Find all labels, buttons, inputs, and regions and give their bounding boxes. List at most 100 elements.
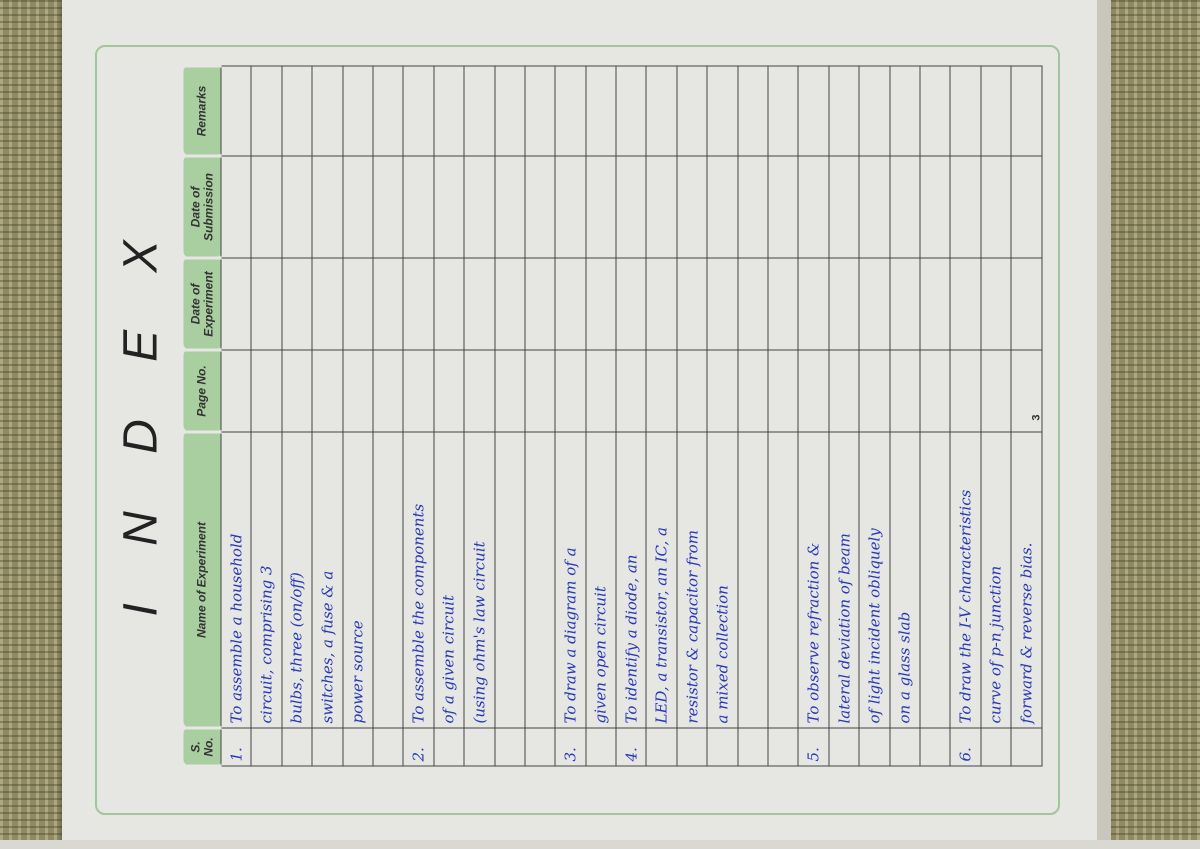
cell-sno: [342, 728, 373, 766]
cell-date-submission: [616, 156, 647, 258]
table-row: power source: [342, 66, 373, 766]
bottom-strip: [0, 840, 1200, 849]
cell-date-experiment: [798, 258, 829, 350]
cell-date-submission: [312, 156, 343, 258]
cell-date-submission: [889, 156, 920, 258]
cell-experiment-name: To identify a diode, an: [616, 432, 647, 728]
cell-date-experiment: [768, 258, 799, 350]
cell-remarks: [524, 66, 556, 156]
table-row: [494, 66, 525, 766]
cell-date-submission: [950, 156, 981, 258]
cell-remarks: [889, 66, 920, 156]
cell-page-no: [494, 350, 525, 432]
table-row: [919, 66, 951, 766]
cell-experiment-name: a mixed collection: [707, 432, 738, 728]
index-sheet: I N D E X S. No. Name of Experiment Page…: [96, 66, 1061, 768]
cell-date-experiment: [221, 258, 252, 350]
cell-page-no: [859, 350, 890, 432]
cell-remarks: [980, 66, 1012, 156]
cell-experiment-name: To draw the I-V characteristics: [950, 432, 981, 728]
cell-remarks: [737, 66, 769, 156]
cell-remarks: [494, 66, 525, 156]
cell-experiment-name: To assemble a household: [221, 432, 252, 728]
cell-date-experiment: [403, 258, 434, 350]
header-name: Name of Experiment: [183, 432, 221, 728]
cell-remarks: [464, 66, 495, 156]
table-row: on a glass slab: [889, 66, 920, 766]
cell-page-no: [919, 350, 951, 432]
cell-remarks: [950, 66, 981, 156]
table-row: bulbs, three (on/off): [281, 66, 313, 766]
page-number: 3: [1030, 414, 1043, 421]
cell-experiment-name: [372, 432, 404, 728]
table-row: switches, a fuse & a: [312, 66, 343, 766]
cell-experiment-name: on a glass slab: [889, 432, 920, 728]
cell-page-no: [616, 350, 647, 432]
cell-remarks: [342, 66, 373, 156]
cell-date-experiment: [342, 258, 373, 350]
cell-experiment-name: [768, 432, 799, 728]
cell-sno: [646, 728, 677, 766]
cell-remarks: [555, 66, 586, 156]
page-title: I N D E X: [114, 218, 168, 617]
table-row: 4. To identify a diode, an: [616, 66, 647, 766]
cell-remarks: [919, 66, 951, 156]
cell-date-experiment: [555, 258, 586, 350]
cell-remarks: [768, 66, 799, 156]
cell-date-submission: [464, 156, 495, 258]
cell-date-submission: [251, 156, 282, 258]
cell-experiment-name: curve of p-n junction: [980, 432, 1012, 728]
cell-page-no: [555, 350, 586, 432]
cell-experiment-name: [524, 432, 556, 728]
cell-date-submission: [494, 156, 525, 258]
table-row: (using ohm's law circuit: [464, 66, 495, 766]
table-row: 1. To assemble a household: [221, 66, 252, 766]
cell-date-experiment: [585, 258, 617, 350]
header-sno: S. No.: [183, 728, 221, 766]
cell-experiment-name: resistor & capacitor from: [676, 432, 708, 728]
cell-date-experiment: [524, 258, 556, 350]
cell-date-submission: [342, 156, 373, 258]
cell-page-no: [950, 350, 981, 432]
cell-page-no: [768, 350, 799, 432]
cell-sno: [859, 728, 890, 766]
cell-sno: [464, 728, 495, 766]
table-row: curve of p-n junction: [980, 66, 1012, 766]
cell-remarks: [646, 66, 677, 156]
cell-remarks: [707, 66, 738, 156]
header-row: S. No. Name of Experiment Page No. Date …: [183, 66, 221, 766]
cell-page-no: [676, 350, 708, 432]
cell-date-experiment: [372, 258, 404, 350]
cell-date-submission: [859, 156, 890, 258]
table-row: given open circuit: [585, 66, 617, 766]
cell-sno: [980, 728, 1012, 766]
cell-sno: 5.: [798, 728, 829, 766]
cell-sno: [312, 728, 343, 766]
cell-sno: 4.: [616, 728, 647, 766]
cell-date-submission: [737, 156, 769, 258]
cell-sno: [251, 728, 282, 766]
cell-sno: 3.: [555, 728, 586, 766]
table-row: a mixed collection: [707, 66, 738, 766]
cell-experiment-name: circuit, comprising 3: [251, 432, 282, 728]
cell-page-no: [889, 350, 920, 432]
cell-sno: [919, 728, 951, 766]
cell-date-experiment: [707, 258, 738, 350]
cell-remarks: [221, 66, 252, 156]
cell-sno: [828, 728, 860, 766]
header-remarks: Remarks: [183, 66, 221, 156]
cell-date-submission: [707, 156, 738, 258]
cell-date-submission: [768, 156, 799, 258]
index-page: [62, 0, 1097, 849]
cell-experiment-name: power source: [342, 432, 373, 728]
cell-date-experiment: [828, 258, 860, 350]
cell-date-submission: [676, 156, 708, 258]
table-row: [524, 66, 556, 766]
cell-date-submission: [281, 156, 313, 258]
page-edge: [1097, 0, 1111, 849]
cell-remarks: [403, 66, 434, 156]
table-row: circuit, comprising 3: [251, 66, 282, 766]
table-row: 6. To draw the I-V characteristics: [950, 66, 981, 766]
cell-remarks: [859, 66, 890, 156]
cell-date-experiment: [494, 258, 525, 350]
